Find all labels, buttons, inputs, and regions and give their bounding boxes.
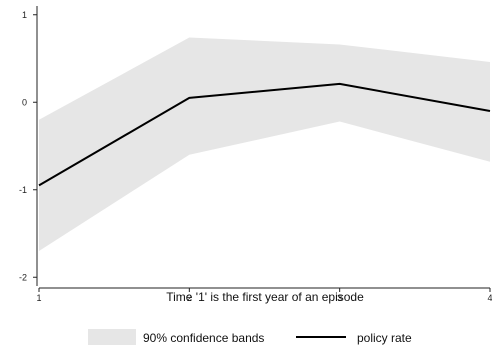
x-tick-label: 2 xyxy=(187,293,192,303)
series-line-policy-rate xyxy=(38,82,491,187)
y-tick-label: -1 xyxy=(19,185,27,195)
plot-area xyxy=(38,37,491,251)
legend-band-swatch xyxy=(88,329,136,345)
legend: 90% confidence bands policy rate xyxy=(88,329,412,345)
y-tick-label: -2 xyxy=(19,272,27,282)
x-tick-label: 4 xyxy=(487,293,492,303)
legend-band-label: 90% confidence bands xyxy=(143,331,264,345)
y-tick-label: 1 xyxy=(22,10,27,20)
x-tick-label: 3 xyxy=(337,293,342,303)
x-axis-title: Time '1' is the first year of an episode xyxy=(166,290,364,304)
x-tick-label: 1 xyxy=(36,293,41,303)
confidence-band xyxy=(39,37,490,251)
y-tick-label: 0 xyxy=(22,97,27,107)
axes: 1 0 -1 -2 1 2 3 4 xyxy=(19,6,492,303)
legend-line-label: policy rate xyxy=(357,331,412,345)
